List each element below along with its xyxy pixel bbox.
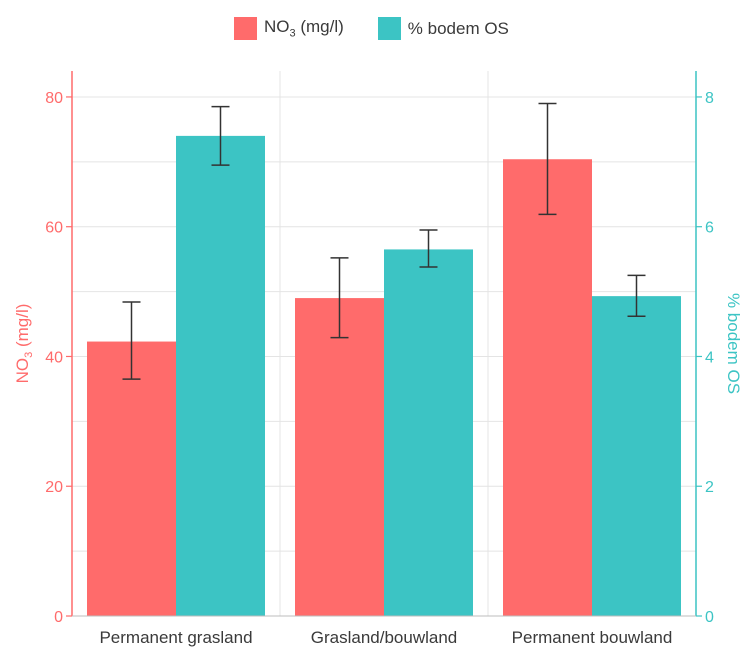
bar-os [592, 296, 681, 616]
bar-os [384, 249, 473, 617]
y-right-tick-label: 2 [705, 479, 714, 496]
legend-swatch-no3 [234, 17, 257, 40]
y-left-tick-label: 20 [45, 479, 63, 496]
y-right-tick-label: 8 [705, 90, 714, 107]
x-tick-label: Grasland/bouwland [311, 628, 457, 647]
bar-no3 [503, 159, 592, 616]
x-tick-label: Permanent bouwland [512, 628, 673, 647]
legend-label-no3: NO3 (mg/l) [264, 17, 344, 40]
y-left-tick-label: 80 [45, 90, 63, 107]
y-left-axis-label: NO3 (mg/l) [13, 304, 35, 384]
y-right-axis-label: % bodem OS [724, 293, 743, 394]
y-left-tick-label: 60 [45, 220, 63, 237]
y-right-tick-label: 0 [705, 609, 714, 626]
y-left-tick-label: 40 [45, 349, 63, 366]
y-right-tick-label: 4 [705, 349, 714, 366]
bar-os [176, 135, 265, 616]
legend-swatch-os [377, 17, 401, 40]
y-left-tick-label: 0 [54, 609, 63, 626]
legend: NO3 (mg/l) % bodem OS [234, 17, 543, 40]
legend-label-os: % bodem OS [407, 18, 509, 38]
legend-item-os: % bodem OS [377, 17, 509, 40]
legend-item-no3: NO3 (mg/l) [234, 17, 344, 40]
bar-no3 [87, 341, 176, 616]
bar-no3 [295, 298, 384, 616]
y-right-tick-label: 6 [705, 220, 714, 237]
x-tick-label: Permanent grasland [99, 628, 252, 647]
